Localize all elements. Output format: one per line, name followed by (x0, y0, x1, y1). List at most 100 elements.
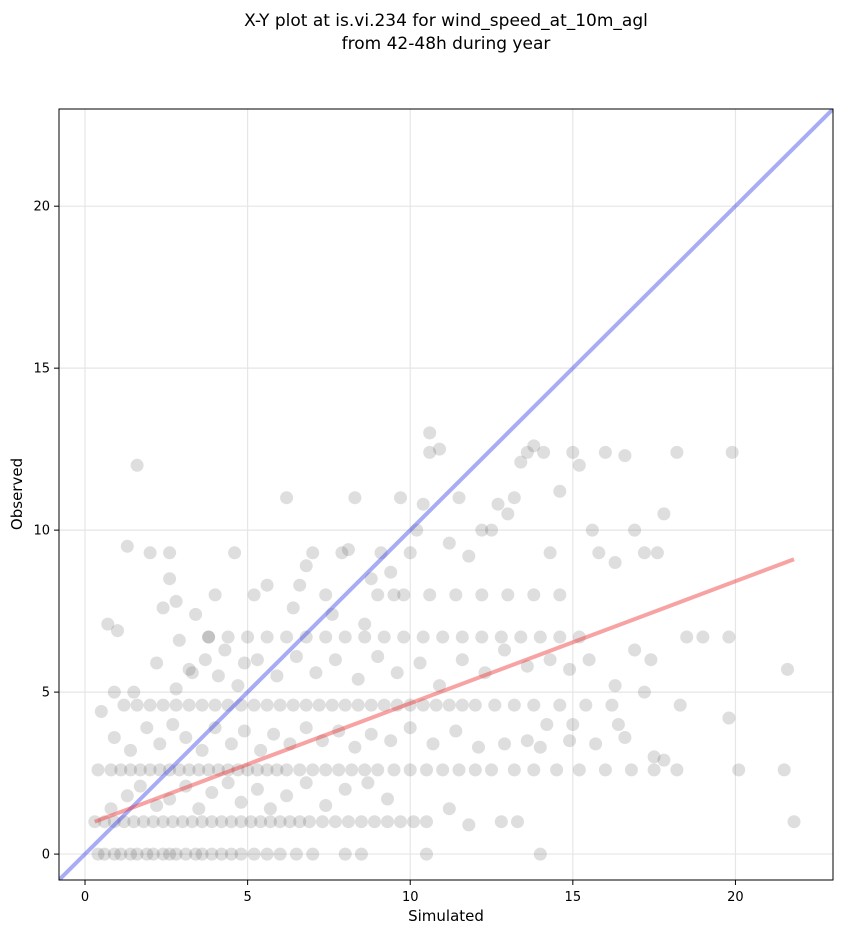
data-point (377, 630, 391, 644)
data-point (403, 763, 417, 777)
data-point (104, 763, 118, 777)
data-point (436, 630, 450, 644)
data-point (598, 445, 612, 459)
data-point (107, 815, 121, 829)
data-point (637, 546, 651, 560)
data-point (420, 763, 433, 777)
data-point (293, 815, 307, 829)
data-point (416, 630, 430, 644)
data-point (263, 802, 277, 816)
data-point (91, 763, 105, 777)
data-point (195, 698, 209, 712)
data-point (501, 588, 515, 602)
data-point (163, 546, 177, 560)
data-point (423, 426, 437, 440)
data-point (394, 815, 407, 829)
data-point (553, 630, 567, 644)
data-point (205, 847, 219, 861)
data-point (390, 666, 404, 680)
data-point (192, 802, 206, 816)
data-point (478, 666, 492, 680)
data-point (468, 698, 482, 712)
data-point (156, 815, 170, 829)
data-point (348, 740, 362, 754)
data-point (407, 815, 420, 829)
data-point (224, 737, 238, 751)
data-point (787, 815, 801, 829)
data-point (394, 491, 407, 505)
data-point (234, 847, 248, 861)
data-point (527, 763, 541, 777)
data-point (202, 763, 216, 777)
data-point (670, 445, 684, 459)
data-point (413, 656, 427, 670)
data-point (237, 656, 251, 670)
data-point (205, 815, 219, 829)
data-point (143, 546, 157, 560)
chart-subtitle: from 42-48h during year (342, 34, 551, 54)
data-point (306, 546, 320, 560)
identity-line (59, 109, 833, 880)
data-point (221, 630, 235, 644)
data-point (270, 763, 284, 777)
x-tick-label: 5 (243, 890, 251, 905)
data-point (520, 734, 534, 748)
data-point (455, 630, 469, 644)
data-point (211, 763, 225, 777)
data-point (260, 630, 274, 644)
data-point (628, 643, 642, 657)
data-point (732, 763, 746, 777)
data-point (572, 763, 586, 777)
data-point (725, 445, 739, 459)
data-point (127, 685, 141, 699)
data-point (150, 799, 164, 812)
data-point (111, 624, 124, 638)
data-point (777, 763, 791, 777)
data-point (169, 594, 183, 608)
data-point (325, 607, 339, 621)
data-point (101, 617, 115, 631)
data-point (302, 815, 316, 829)
data-point (673, 698, 687, 712)
x-axis-ticks: 0 5 10 15 20 (81, 880, 744, 905)
data-point (553, 484, 567, 498)
data-point (299, 559, 313, 573)
data-point (514, 630, 528, 644)
data-point (247, 698, 261, 712)
data-point (163, 792, 177, 806)
data-point (250, 763, 264, 777)
data-point (163, 763, 177, 777)
y-tick-label: 0 (42, 848, 50, 863)
data-point (472, 740, 485, 754)
data-point (589, 737, 603, 751)
data-point (260, 763, 274, 777)
data-point (88, 815, 102, 829)
data-point (137, 815, 151, 829)
data-point (260, 847, 274, 861)
data-point (231, 763, 245, 777)
data-point (289, 847, 303, 861)
data-point (657, 507, 671, 521)
y-axis-label: Observed (8, 458, 26, 530)
data-point (260, 698, 274, 712)
reference-lines (59, 109, 833, 880)
data-point (420, 847, 433, 861)
data-point (377, 698, 391, 712)
data-point (341, 815, 355, 829)
data-point (172, 633, 186, 647)
data-point (254, 815, 268, 829)
data-point (572, 630, 586, 644)
data-point (433, 442, 446, 456)
data-point (498, 737, 511, 751)
data-point (179, 779, 193, 793)
data-point (169, 682, 183, 696)
data-point (172, 763, 186, 777)
data-point (371, 588, 385, 602)
data-point (507, 698, 521, 712)
data-point (176, 815, 190, 829)
data-point (416, 497, 430, 511)
data-point (140, 721, 154, 735)
data-point (312, 698, 326, 712)
data-point (299, 721, 313, 735)
